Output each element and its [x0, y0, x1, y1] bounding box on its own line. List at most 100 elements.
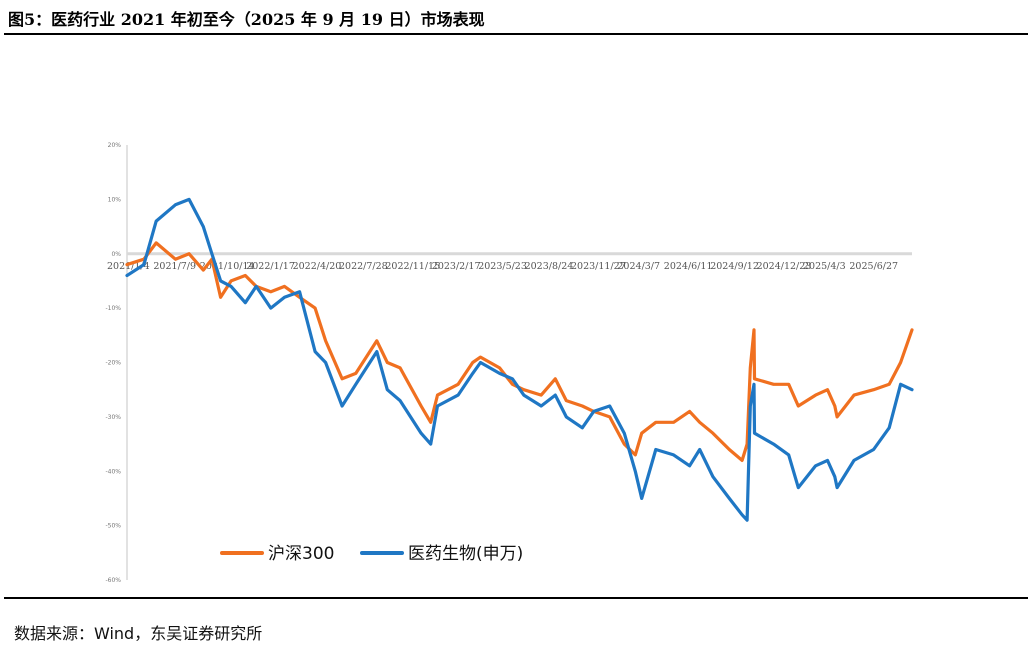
- y-tick-labels: 20% 10% 0% -10% -20% -30% -40% -50% -60%: [105, 142, 121, 584]
- data-point: [749, 367, 752, 369]
- data-point: [174, 258, 177, 261]
- data-point: [640, 497, 643, 500]
- x-tick-label: 2024/9/12: [710, 261, 759, 272]
- data-point: [814, 394, 817, 396]
- data-point: [155, 220, 157, 222]
- data-point: [244, 301, 247, 304]
- data-point: [523, 394, 525, 396]
- data-point: [126, 263, 128, 266]
- x-tick-label: 2022/7/28: [339, 261, 388, 272]
- data-point: [230, 280, 232, 282]
- data-point: [872, 448, 875, 451]
- data-point: [270, 307, 272, 309]
- x-tick-label: 2021/10/14: [200, 261, 255, 272]
- data-point: [728, 448, 731, 451]
- data-point: [634, 454, 637, 456]
- data-point: [436, 394, 439, 396]
- data-point: [471, 372, 474, 375]
- data-point: [672, 454, 675, 456]
- data-point: [219, 280, 222, 282]
- y-tick-label: 20%: [108, 142, 122, 149]
- x-tick-label: 2022/11/15: [385, 261, 440, 272]
- x-tick-label: 2025/4/3: [803, 261, 846, 272]
- data-point: [749, 405, 752, 407]
- data-point: [746, 519, 748, 521]
- series-line-2: [125, 197, 914, 522]
- y-tick-label: -60%: [105, 577, 121, 584]
- x-tick-label: 2024/12/23: [757, 261, 812, 272]
- data-point: [888, 427, 890, 429]
- data-point: [623, 443, 626, 445]
- data-point: [888, 383, 890, 386]
- data-point: [836, 486, 838, 489]
- data-point: [634, 470, 637, 473]
- data-point: [324, 340, 327, 342]
- data-point: [728, 497, 731, 500]
- data-point: [540, 405, 542, 407]
- bottom-rule: [4, 597, 1028, 599]
- data-point: [143, 263, 145, 266]
- data-point: [608, 416, 611, 418]
- data-point: [899, 383, 902, 386]
- data-point: [498, 372, 501, 375]
- data-point: [787, 454, 790, 456]
- x-tick-label: 2023/11/27: [571, 261, 626, 272]
- data-point: [554, 394, 557, 396]
- x-tick-label: 2021/7/9: [153, 261, 196, 272]
- data-point: [498, 367, 501, 369]
- series-lines: [125, 197, 914, 522]
- data-point: [126, 274, 128, 277]
- data-point: [457, 394, 459, 396]
- data-point: [753, 378, 756, 380]
- legend-label-1: 沪深300: [268, 544, 334, 564]
- data-point: [429, 443, 432, 445]
- x-tick-label: 2023/5/23: [478, 261, 527, 272]
- data-point: [698, 421, 701, 424]
- data-point: [853, 459, 855, 462]
- data-point: [853, 394, 855, 396]
- data-point: [787, 383, 790, 386]
- data-point: [741, 514, 743, 516]
- y-tick-label: -20%: [105, 360, 121, 367]
- data-point: [386, 361, 389, 364]
- y-tick-label: -30%: [105, 414, 121, 421]
- data-point: [341, 405, 343, 407]
- x-tick-label: 2022/4/20: [293, 261, 342, 272]
- data-point: [219, 296, 222, 299]
- data-point: [592, 410, 595, 413]
- data-point: [608, 405, 611, 407]
- data-point: [672, 421, 675, 424]
- data-point: [746, 443, 748, 445]
- x-tick-label: 2023/8/24: [525, 261, 574, 272]
- line-chart: 20% 10% 0% -10% -20% -30% -40% -50% -60% 2021/1/…: [105, 142, 914, 584]
- data-point: [772, 383, 775, 386]
- data-point: [479, 361, 482, 364]
- data-point: [712, 432, 714, 435]
- data-point: [314, 307, 316, 309]
- data-point: [341, 378, 343, 380]
- data-point: [772, 443, 775, 445]
- data-point: [202, 225, 205, 228]
- data-point: [376, 350, 378, 353]
- data-point: [640, 432, 643, 435]
- data-point: [188, 253, 190, 255]
- data-point: [826, 459, 829, 462]
- data-point: [255, 285, 257, 288]
- data-point: [826, 388, 829, 391]
- x-tick-label: 2022/1/17: [246, 261, 295, 272]
- data-point: [314, 350, 316, 353]
- x-tick-label: 2024/3/7: [617, 261, 660, 272]
- x-tick-labels: 2021/1/4 2021/7/9 2021/10/142022/1/172022/…: [107, 261, 898, 272]
- data-point: [324, 361, 327, 364]
- data-point: [511, 378, 514, 380]
- x-tick-label: 2024/6/11: [664, 261, 713, 272]
- data-point: [581, 427, 584, 429]
- data-point: [244, 274, 247, 277]
- data-point: [565, 399, 568, 402]
- legend: 沪深300 医药生物(申万): [220, 544, 523, 564]
- data-point: [688, 410, 691, 413]
- data-point: [298, 291, 301, 293]
- data-point: [834, 475, 836, 478]
- figure-title: 图5：医药行业 2021 年初至今（2025 年 9 月 19 日）市场表现: [8, 10, 485, 29]
- data-point: [457, 383, 459, 386]
